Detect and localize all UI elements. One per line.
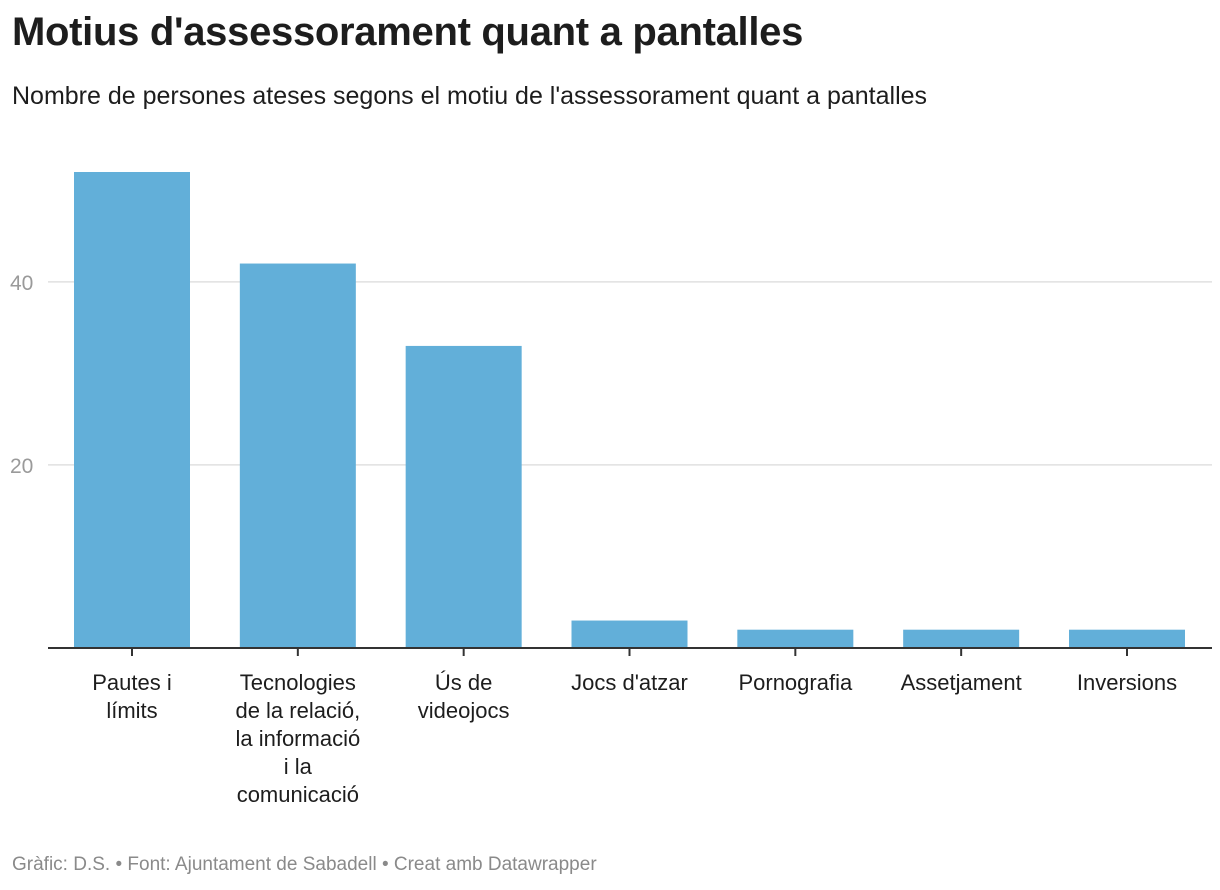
bar-4 xyxy=(737,629,854,648)
x-category-label-line: Tecnologies xyxy=(240,670,356,695)
x-category-label-line: Assetjament xyxy=(901,670,1022,695)
x-category-label-line: la informació xyxy=(235,726,360,751)
x-category-label-line: límits xyxy=(106,698,157,723)
x-category-label-line: de la relació, xyxy=(235,698,360,723)
chart-subtitle: Nombre de persones ateses segons el moti… xyxy=(12,82,928,110)
x-category-label-line: comunicació xyxy=(237,782,359,807)
bar-5 xyxy=(903,629,1020,648)
chart-title: Motius d'assessorament quant a pantalles xyxy=(12,10,804,54)
x-category-label-6: Inversions xyxy=(1077,670,1177,695)
x-category-label-line: Ús de xyxy=(435,670,492,695)
y-tick-label-20: 20 xyxy=(10,455,33,478)
y-tick-label-40: 40 xyxy=(10,272,33,295)
x-category-label-4: Pornografia xyxy=(738,670,853,695)
chart-footer: Gràfic: D.S. • Font: Ajuntament de Sabad… xyxy=(12,854,597,875)
bar-3 xyxy=(571,620,688,648)
x-category-label-line: Inversions xyxy=(1077,670,1177,695)
x-category-label-5: Assetjament xyxy=(901,670,1022,695)
bar-1 xyxy=(239,263,356,648)
x-category-label-line: i la xyxy=(284,754,313,779)
x-category-label-line: Jocs d'atzar xyxy=(571,670,688,695)
x-category-label-line: videojocs xyxy=(418,698,510,723)
x-category-label-0: Pautes i límits xyxy=(92,670,172,723)
x-category-label-3: Jocs d'atzar xyxy=(571,670,688,695)
x-category-label-1: Tecnologies de la relació, la informació i … xyxy=(235,670,360,807)
bar-2 xyxy=(405,345,522,648)
bar-6 xyxy=(1069,629,1185,648)
x-category-label-line: Pornografia xyxy=(738,670,853,695)
x-category-label-line: Pautes i xyxy=(92,670,172,695)
x-category-label-2: Ús de videojocs xyxy=(418,670,510,723)
bar-0 xyxy=(74,172,190,648)
